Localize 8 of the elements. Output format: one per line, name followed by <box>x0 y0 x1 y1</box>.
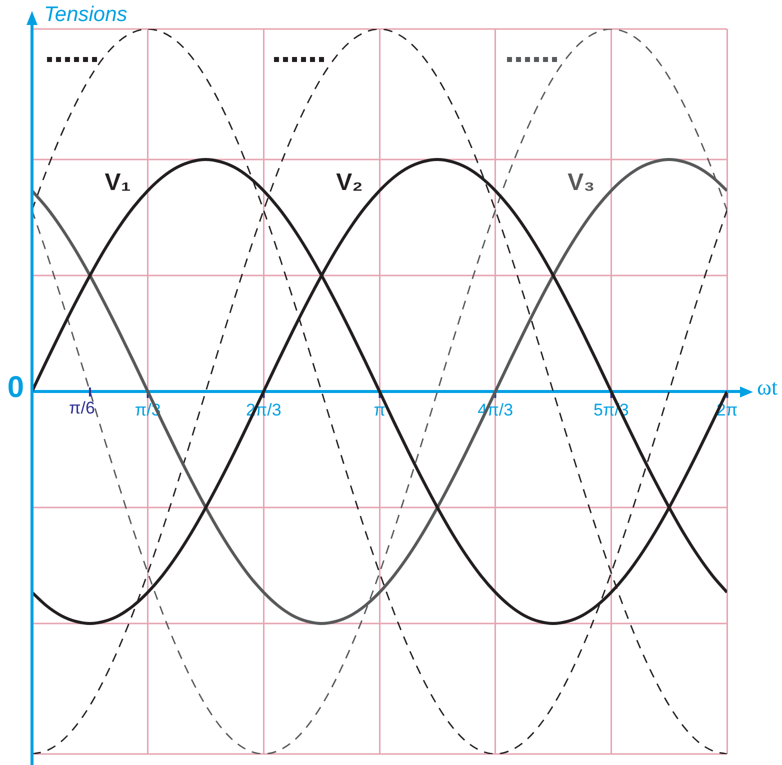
y-axis-title: Tensions <box>44 2 128 26</box>
annotation: 0 <box>7 370 24 404</box>
x-tick-label: π <box>374 400 386 420</box>
series-label: V₁ <box>104 169 131 196</box>
annotation: π/6 <box>69 398 95 418</box>
x-axis-title: ωt <box>757 374 778 400</box>
series-label: V₂ <box>336 169 363 196</box>
series-label: V₃ <box>568 169 595 196</box>
